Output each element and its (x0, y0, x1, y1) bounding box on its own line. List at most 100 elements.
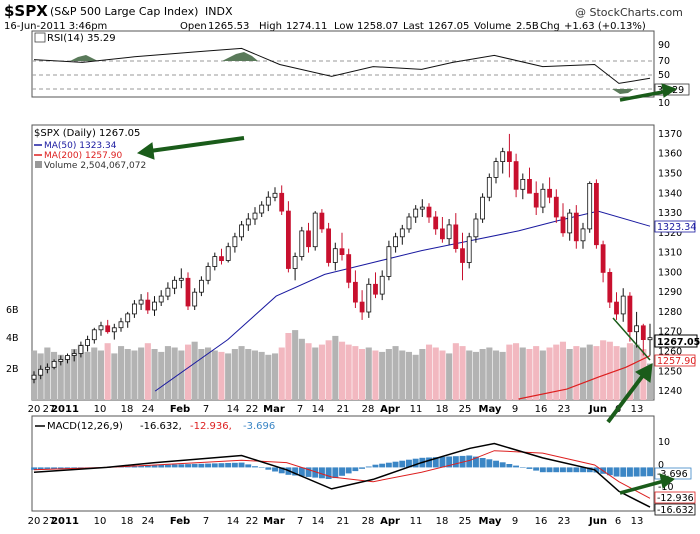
volume-bar (539, 350, 546, 400)
candle-body (178, 277, 184, 281)
candle-body (192, 291, 198, 307)
date-tick-label: Jun (588, 516, 607, 527)
candle-body (439, 228, 445, 240)
candle-body (85, 339, 90, 346)
candle (620, 288, 626, 322)
candle (306, 222, 311, 253)
candle (131, 300, 137, 318)
volume-bar (365, 347, 372, 400)
histogram-bar (506, 464, 513, 468)
histogram-bar (211, 463, 218, 468)
candle-body (172, 279, 178, 289)
date-tick-label: 18 (436, 516, 449, 527)
candle-body (65, 355, 70, 360)
candle-body (245, 218, 251, 226)
candle (647, 323, 653, 356)
candle (152, 296, 157, 316)
low-label: Low (334, 21, 354, 32)
macd-hist-tag-text: -3.696 (657, 469, 688, 480)
volume-bar (97, 350, 104, 400)
candle-body (553, 196, 559, 218)
volume-scale-label: 2B (6, 364, 19, 375)
open-label: Open (180, 21, 207, 32)
histogram-bar (432, 457, 439, 468)
volume-bar (245, 349, 252, 400)
volume-bar (472, 351, 479, 400)
candle-body (419, 206, 425, 210)
histogram-bar (627, 467, 633, 477)
candle (239, 221, 245, 241)
histogram-bar (339, 467, 345, 476)
histogram-bar (359, 467, 365, 469)
price-scale-label: 1350 (658, 169, 682, 180)
high-label: High (259, 21, 282, 32)
date-tick-label: 28 (362, 516, 375, 527)
rsi-overbought-fill (70, 52, 258, 61)
last-label: Last (403, 21, 424, 32)
histogram-bar (446, 456, 453, 468)
candle-body (573, 212, 579, 242)
candle (158, 290, 164, 306)
candle-body (272, 192, 278, 198)
volume-bar (238, 346, 245, 400)
histogram-bar (426, 457, 432, 468)
histogram-bar (258, 467, 265, 468)
volume-bar (144, 343, 151, 400)
candle-body (339, 248, 345, 255)
histogram-bar (64, 467, 71, 469)
candle (373, 272, 378, 299)
volume-bar (131, 350, 138, 400)
volume-bar (499, 351, 506, 400)
volume-bar (57, 354, 64, 400)
histogram-bar (31, 467, 37, 470)
histogram-bar (124, 466, 131, 468)
histogram-bar (620, 467, 627, 477)
volume-bar (158, 351, 165, 400)
candle (58, 355, 64, 366)
date-tick-label: 24 (142, 404, 155, 415)
volume-bar (272, 353, 279, 400)
histogram-bar (573, 467, 580, 473)
signal-legend-value: -12.936, (190, 421, 232, 432)
candle-body (198, 279, 204, 293)
candle-body (58, 358, 64, 362)
candle (640, 323, 646, 356)
date-tick-label: Mar (263, 516, 285, 527)
symbol-title: $SPX (4, 2, 48, 20)
histogram-bar (533, 467, 540, 471)
histogram-bar (633, 467, 640, 477)
volume-bar (479, 349, 486, 400)
exchange-label: INDX (205, 5, 233, 18)
candle (172, 276, 178, 295)
candle-body (627, 295, 633, 333)
date-tick-label: May (479, 516, 502, 527)
candle (312, 211, 318, 251)
histogram-bar (292, 467, 299, 476)
candle (567, 209, 573, 241)
volume-bar (432, 347, 439, 400)
histogram-bar (272, 467, 278, 472)
candle-body (506, 151, 512, 162)
candle (212, 252, 218, 271)
histogram-bar (245, 464, 252, 468)
date-tick-label: 16 (535, 516, 548, 527)
price-scale-label: 1310 (658, 248, 682, 259)
candle-body (399, 228, 405, 238)
date-tick-label: 21 (337, 516, 350, 527)
rsi-scale-label: 90 (658, 40, 670, 51)
candle (265, 191, 271, 212)
histogram-bar (218, 463, 225, 468)
date-tick-label: 14 (227, 404, 240, 415)
histogram-bar (479, 458, 486, 468)
candle (607, 268, 613, 308)
histogram-bar (205, 463, 211, 468)
candle (165, 282, 171, 301)
candle-body (359, 301, 365, 313)
date-tick-label: 6 (615, 516, 621, 527)
candle (473, 213, 479, 243)
candle (105, 319, 111, 334)
candle (480, 193, 486, 223)
candle-body (647, 337, 653, 341)
candle (45, 363, 50, 374)
candle-body (433, 216, 439, 230)
